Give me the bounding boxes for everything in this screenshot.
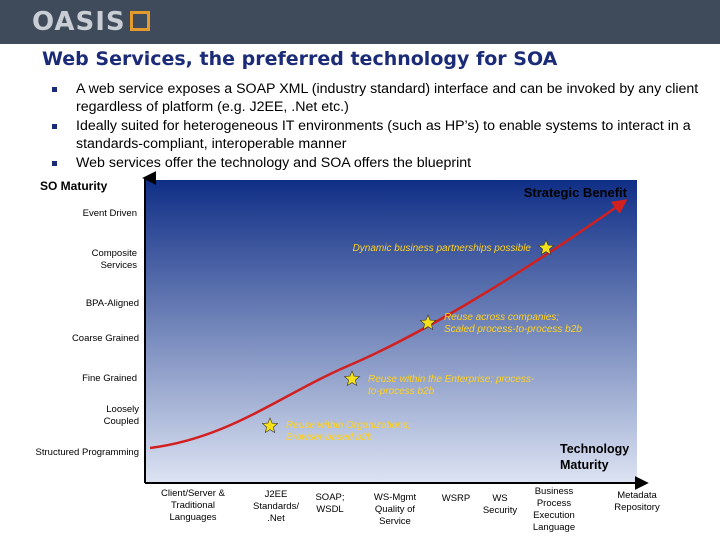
milestone-label: Reuse within Organizations; Browser-based…: [286, 420, 411, 443]
milestone-label: Reuse within the Enterprise; process-to-…: [368, 374, 535, 397]
bullet-square-icon: [52, 161, 57, 166]
milestone-label-line: Scaled process-to-process b2b: [444, 324, 582, 335]
y-level-label-line: Loosely: [106, 404, 139, 415]
milestone-label: Dynamic business partnerships possible: [353, 243, 532, 254]
milestone-label-line: Reuse within the Enterprise; process-: [368, 374, 535, 385]
milestone-star-icon: [537, 239, 555, 256]
x-level-label-line: Business: [535, 486, 574, 497]
x-level-label-line: Security: [483, 505, 518, 516]
x-level-label: WS-Mgmt Quality of Service: [374, 492, 417, 527]
y-level-label: Composite Services: [92, 248, 138, 271]
header-bar: OASIS: [0, 0, 720, 44]
bullet-square-icon: [52, 87, 57, 92]
milestone-label-line: Dynamic business partnerships possible: [353, 243, 532, 254]
x-level-label-line: WS-Mgmt: [374, 492, 417, 503]
bullet-list: A web service exposes a SOAP XML (indust…: [52, 80, 702, 173]
y-level-label-line: Composite: [92, 248, 137, 259]
x-level-label-line: Execution: [533, 510, 575, 521]
x-level-label-line: Metadata: [617, 490, 657, 501]
bullet-text: A web service exposes a SOAP XML (indust…: [76, 81, 699, 115]
y-level-label-line: Services: [101, 260, 138, 271]
x-axis-title-line: Maturity: [560, 458, 609, 472]
x-level-label-line: WSRP: [442, 493, 471, 504]
x-axis-title-line: Technology: [560, 442, 629, 456]
x-level-label: SOAP; WSDL: [315, 492, 344, 515]
maturity-curve: [149, 199, 628, 450]
y-level-label-line: Event Driven: [83, 208, 137, 219]
bullet-text: Ideally suited for heterogeneous IT envi…: [76, 118, 691, 152]
x-level-label-line: WSDL: [316, 504, 343, 515]
milestone-star-icon: [419, 314, 437, 331]
bullet-square-icon: [52, 124, 57, 129]
milestone-star-icon: [343, 370, 361, 387]
x-level-label: WSRP: [442, 493, 471, 504]
x-level-label: Client/Server & Traditional Languages: [161, 488, 226, 523]
x-level-label-line: Languages: [169, 512, 216, 523]
x-level-label: WS Security: [483, 493, 518, 516]
diagram-panel: [145, 180, 637, 483]
milestone-label-line: Browser-based b2b: [286, 432, 373, 443]
x-level-label-line: Service: [379, 516, 411, 527]
x-level-label-line: SOAP;: [315, 492, 344, 503]
x-level-label-line: .Net: [267, 513, 285, 524]
slide-title: Web Services, the preferred technology f…: [42, 48, 558, 70]
x-axis-title: Technology Maturity: [560, 442, 629, 472]
x-level-label-line: J2EE: [265, 489, 288, 500]
x-level-label-line: Client/Server &: [161, 488, 226, 499]
x-level-label-line: Process: [537, 498, 572, 509]
y-level-label: Coarse Grained: [72, 333, 139, 344]
x-level-label-line: Standards/: [253, 501, 299, 512]
milestone-star-icon: [261, 417, 279, 434]
oasis-logo: OASIS: [32, 7, 150, 37]
y-level-label: Fine Grained: [82, 373, 137, 384]
y-level-label-line: Coarse Grained: [72, 333, 139, 344]
x-level-label: Metadata Repository: [614, 490, 660, 513]
milestone-label-line: Reuse within Organizations;: [286, 420, 411, 431]
y-level-label: Loosely Coupled: [104, 404, 140, 427]
logo-text: OASIS: [32, 7, 126, 37]
y-level-label-line: Fine Grained: [82, 373, 137, 384]
x-level-label-line: Repository: [614, 502, 660, 513]
x-level-label-line: Language: [533, 522, 575, 533]
bullet-text: Web services offer the technology and SO…: [76, 155, 472, 171]
y-axis-title: SO Maturity: [40, 179, 108, 193]
bullet-item: Web services offer the technology and SO…: [52, 154, 702, 172]
y-level-label: Structured Programming: [36, 447, 139, 458]
x-level-label: Business Process Execution Language: [533, 486, 575, 533]
milestone-label: Reuse across companies; Scaled process-to…: [444, 312, 582, 335]
strategic-benefit-label: Strategic Benefit: [524, 185, 628, 200]
y-level-label-line: Coupled: [104, 416, 139, 427]
x-level-label-line: Quality of: [375, 504, 415, 515]
x-level-label: J2EE Standards/.Net: [253, 489, 299, 524]
y-level-label-line: BPA-Aligned: [86, 298, 139, 309]
x-level-label-line: Traditional: [171, 500, 215, 511]
milestone-label-line: to-process b2b: [368, 386, 435, 397]
logo-mark-icon: [129, 10, 150, 31]
bullet-item: A web service exposes a SOAP XML (indust…: [52, 80, 702, 116]
y-level-label: Event Driven: [83, 208, 137, 219]
y-level-label-line: Structured Programming: [36, 447, 139, 458]
y-level-label: BPA-Aligned: [86, 298, 139, 309]
bullet-item: Ideally suited for heterogeneous IT envi…: [52, 117, 702, 153]
x-level-label-line: WS: [492, 493, 507, 504]
milestone-label-line: Reuse across companies;: [444, 312, 559, 323]
